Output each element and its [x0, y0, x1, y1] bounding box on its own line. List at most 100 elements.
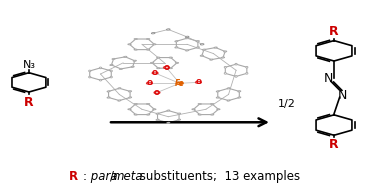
Ellipse shape [134, 103, 138, 105]
Ellipse shape [178, 119, 181, 120]
Ellipse shape [156, 113, 159, 114]
Ellipse shape [146, 103, 150, 105]
Ellipse shape [216, 97, 219, 98]
Ellipse shape [246, 73, 248, 74]
Ellipse shape [110, 70, 112, 72]
Ellipse shape [156, 68, 160, 69]
Ellipse shape [224, 66, 226, 68]
Ellipse shape [214, 47, 217, 48]
Text: R: R [329, 138, 339, 151]
Ellipse shape [198, 103, 201, 105]
Ellipse shape [110, 64, 113, 66]
Ellipse shape [107, 97, 110, 98]
Ellipse shape [223, 51, 227, 52]
Text: O: O [195, 79, 201, 85]
Ellipse shape [169, 68, 172, 69]
Ellipse shape [178, 113, 181, 114]
Ellipse shape [175, 47, 178, 48]
Ellipse shape [238, 91, 241, 92]
Ellipse shape [154, 92, 160, 94]
Text: R: R [24, 96, 34, 109]
Ellipse shape [163, 67, 169, 68]
Ellipse shape [153, 109, 156, 110]
Text: meta: meta [113, 170, 143, 183]
Text: 1/2: 1/2 [277, 99, 295, 109]
Text: Fe: Fe [175, 79, 184, 88]
Ellipse shape [198, 114, 201, 115]
Ellipse shape [146, 82, 152, 84]
Text: N: N [324, 72, 333, 85]
Ellipse shape [152, 33, 155, 34]
Ellipse shape [235, 76, 237, 77]
Ellipse shape [119, 68, 122, 70]
Ellipse shape [88, 76, 91, 78]
Ellipse shape [128, 44, 131, 45]
Text: R: R [329, 25, 339, 38]
Ellipse shape [186, 50, 189, 51]
Ellipse shape [186, 38, 189, 39]
Ellipse shape [88, 70, 91, 72]
Ellipse shape [246, 66, 248, 68]
Ellipse shape [146, 114, 150, 115]
Ellipse shape [118, 100, 121, 101]
Ellipse shape [153, 44, 156, 45]
Ellipse shape [118, 88, 121, 89]
Ellipse shape [150, 62, 154, 63]
Ellipse shape [217, 109, 220, 110]
Ellipse shape [99, 79, 102, 81]
Text: O: O [146, 80, 152, 86]
Ellipse shape [134, 39, 138, 40]
Ellipse shape [112, 58, 115, 59]
Ellipse shape [152, 72, 158, 74]
Ellipse shape [195, 81, 201, 83]
Ellipse shape [196, 41, 200, 42]
Text: O: O [154, 90, 160, 96]
Ellipse shape [224, 73, 226, 74]
Ellipse shape [134, 114, 138, 115]
Ellipse shape [211, 103, 214, 105]
Text: O: O [163, 65, 169, 70]
Ellipse shape [166, 29, 170, 30]
Ellipse shape [211, 114, 214, 115]
Ellipse shape [110, 76, 112, 78]
Text: O: O [152, 70, 158, 76]
Ellipse shape [129, 91, 132, 92]
Ellipse shape [185, 36, 189, 38]
Ellipse shape [128, 109, 131, 110]
Ellipse shape [192, 109, 195, 110]
Ellipse shape [167, 122, 170, 123]
Ellipse shape [134, 49, 138, 50]
Ellipse shape [146, 39, 150, 40]
Ellipse shape [131, 66, 134, 67]
Ellipse shape [156, 119, 159, 120]
Ellipse shape [196, 47, 200, 48]
Ellipse shape [235, 63, 237, 65]
Text: substituents;  13 examples: substituents; 13 examples [136, 170, 300, 183]
Ellipse shape [167, 110, 170, 111]
Ellipse shape [202, 49, 206, 50]
Text: N₃: N₃ [22, 59, 36, 70]
Ellipse shape [200, 55, 203, 56]
Text: para: para [87, 170, 118, 183]
Ellipse shape [175, 62, 179, 63]
Ellipse shape [129, 97, 132, 98]
Ellipse shape [176, 82, 183, 84]
Ellipse shape [156, 57, 160, 58]
Ellipse shape [146, 49, 150, 50]
Ellipse shape [210, 59, 213, 60]
Text: N: N [338, 89, 347, 102]
Text: /: / [110, 170, 114, 183]
Text: :: : [83, 170, 87, 183]
Ellipse shape [107, 91, 110, 92]
Ellipse shape [175, 41, 178, 42]
Ellipse shape [169, 57, 172, 58]
Ellipse shape [222, 57, 225, 58]
Ellipse shape [99, 67, 102, 69]
Ellipse shape [238, 97, 241, 98]
Text: R: R [68, 170, 77, 183]
Ellipse shape [200, 44, 204, 45]
Ellipse shape [227, 100, 230, 101]
Ellipse shape [133, 60, 136, 61]
Ellipse shape [124, 56, 127, 57]
Ellipse shape [216, 91, 219, 92]
